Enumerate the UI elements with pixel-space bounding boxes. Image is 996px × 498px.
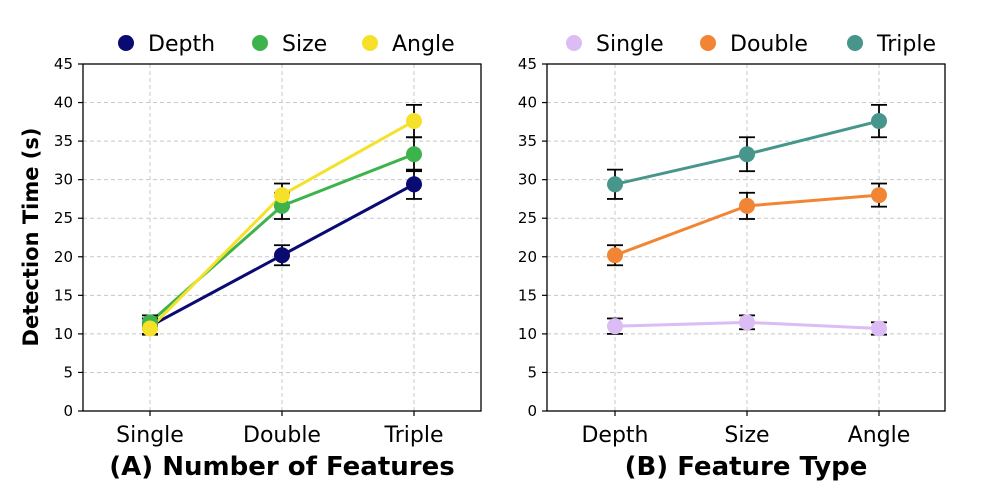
panel-feature-type: 0 5 10 15 20 25 30 35 40 45 Depth Size Angle (B) Feat… — [518, 32, 946, 482]
panel-number-of-features: 0 5 10 15 20 25 30 35 40 45 Single Double Triple (A) … — [54, 32, 482, 482]
legend-marker-double — [700, 35, 716, 51]
y-tick-label: 45 — [518, 55, 537, 73]
x-tick-label-double: Double — [243, 423, 321, 448]
y-tick-label: 20 — [54, 248, 73, 266]
y-tick-label: 10 — [518, 325, 537, 343]
y-tick-label: 0 — [527, 402, 537, 420]
point-double-size — [739, 197, 755, 214]
point-single-size — [739, 314, 755, 331]
y-tick-label: 20 — [518, 248, 537, 266]
y-tick-label: 30 — [518, 171, 537, 189]
legend-label-size: Size — [282, 32, 327, 57]
point-double-angle — [871, 187, 887, 204]
y-tick-label: 35 — [54, 132, 73, 150]
point-size-triple — [406, 146, 422, 163]
legend-label-triple: Triple — [876, 32, 936, 57]
legend-marker-angle — [362, 35, 378, 51]
legend-label-angle: Angle — [392, 32, 455, 57]
point-angle-double — [274, 187, 290, 204]
y-tick-label: 15 — [518, 286, 537, 304]
y-tick-label: 25 — [54, 209, 73, 227]
y-tick-label: 15 — [54, 286, 73, 304]
point-depth-double — [274, 247, 290, 264]
legend-label-depth: Depth — [148, 32, 215, 57]
x-tick-label-size: Size — [724, 423, 769, 448]
x-tick-label-depth: Depth — [581, 423, 648, 448]
x-tick-label-triple: Triple — [384, 423, 444, 448]
x-tick-label-single: Single — [116, 423, 184, 448]
legend-label-single: Single — [596, 32, 664, 57]
point-double-depth — [607, 247, 623, 264]
legend-label-double: Double — [730, 32, 808, 57]
y-tick-label: 25 — [518, 209, 537, 227]
plot-frame — [82, 63, 482, 412]
legend-marker-single — [566, 35, 582, 51]
point-depth-triple — [406, 176, 422, 193]
y-tick-label: 5 — [527, 363, 537, 381]
y-tick-label: 35 — [518, 132, 537, 150]
y-tick-label: 5 — [63, 363, 73, 381]
point-single-angle — [871, 320, 887, 337]
legend: Single Double Triple — [566, 32, 936, 57]
point-triple-size — [739, 146, 755, 163]
y-tick-label: 10 — [54, 325, 73, 343]
point-angle-single — [142, 320, 158, 337]
point-single-depth — [607, 318, 623, 335]
legend: Depth Size Angle — [118, 32, 455, 57]
y-tick-label: 40 — [54, 94, 73, 112]
point-triple-depth — [607, 176, 623, 193]
legend-marker-depth — [118, 35, 134, 51]
x-axis-title: (B) Feature Type — [625, 452, 868, 482]
y-tick-label: 0 — [63, 402, 73, 420]
point-triple-angle — [871, 113, 887, 130]
legend-marker-size — [252, 35, 268, 51]
y-tick-label: 45 — [54, 55, 73, 73]
plot-frame — [546, 63, 946, 412]
y-axis-title: Detection Time (s) — [19, 128, 43, 347]
x-tick-label-angle: Angle — [848, 423, 911, 448]
x-axis-title: (A) Number of Features — [109, 452, 454, 482]
y-tick-label: 40 — [518, 94, 537, 112]
y-tick-label: 30 — [54, 171, 73, 189]
point-angle-triple — [406, 113, 422, 130]
legend-marker-triple — [847, 35, 863, 51]
